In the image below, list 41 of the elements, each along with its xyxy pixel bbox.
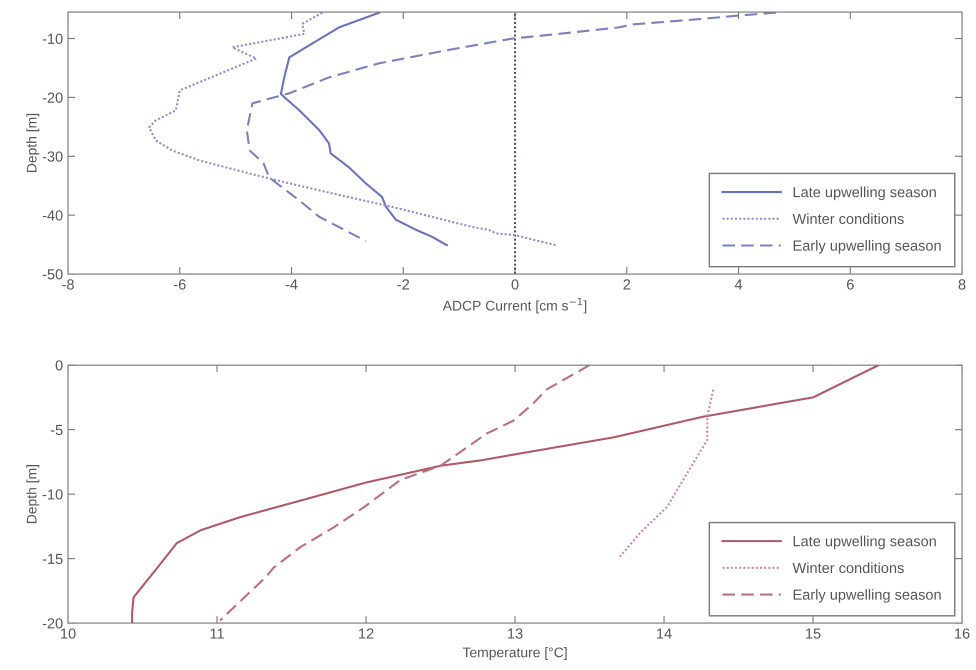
- x-tick-label: -8: [62, 279, 74, 290]
- y-tick-label: -20: [42, 92, 63, 103]
- legend-label: Winter conditions: [792, 562, 904, 574]
- x-axis-title: ADCP Current [cm s$^{−1}$]: [442, 298, 586, 314]
- y-tick-label: -5: [50, 424, 63, 436]
- y-tick-label: -10: [42, 34, 63, 44]
- y-tick-label: -10: [42, 489, 63, 500]
- y-tick-label: 0: [56, 360, 63, 371]
- y-tick-label: -40: [42, 210, 63, 221]
- x-tick-label: 11: [210, 628, 224, 639]
- legend-label: Early upwelling season: [794, 240, 941, 254]
- x-tick-label: 10: [61, 628, 76, 639]
- x-tick-label: 12: [359, 628, 374, 639]
- y-axis-title: Depth [m]: [26, 465, 40, 524]
- x-tick-label: -6: [174, 279, 186, 290]
- x-tick-label: 2: [623, 279, 630, 290]
- legend-label: Winter conditions: [792, 213, 904, 224]
- x-tick-label: 13: [508, 628, 523, 639]
- y-tick-label: -20: [42, 618, 63, 629]
- y-tick-label: -50: [42, 269, 63, 280]
- x-axis-title: Temperature [°C]: [462, 647, 567, 660]
- line-series: [618, 388, 714, 558]
- x-tick-label: -4: [286, 279, 298, 290]
- y-tick-label: -30: [42, 151, 63, 162]
- line-series: [218, 365, 591, 622]
- y-tick-label: -15: [42, 554, 63, 564]
- legend-label: Late upwelling season: [794, 186, 936, 200]
- x-tick-label: 15: [806, 628, 821, 639]
- y-axis-title: Depth [m]: [26, 114, 40, 172]
- x-tick-label: -2: [397, 279, 410, 290]
- line-series: [246, 12, 778, 242]
- legend-label: Early upwelling season: [794, 589, 941, 603]
- x-tick-label: 16: [955, 628, 970, 639]
- x-tick-label: 6: [846, 279, 854, 290]
- x-tick-label: 0: [512, 279, 519, 290]
- x-tick-label: 8: [958, 279, 966, 290]
- x-tick-label: 14: [657, 628, 672, 639]
- x-tick-label: 4: [734, 279, 742, 290]
- line-series: [148, 12, 557, 246]
- legend-label: Late upwelling season: [794, 536, 936, 550]
- line-series: [280, 12, 448, 246]
